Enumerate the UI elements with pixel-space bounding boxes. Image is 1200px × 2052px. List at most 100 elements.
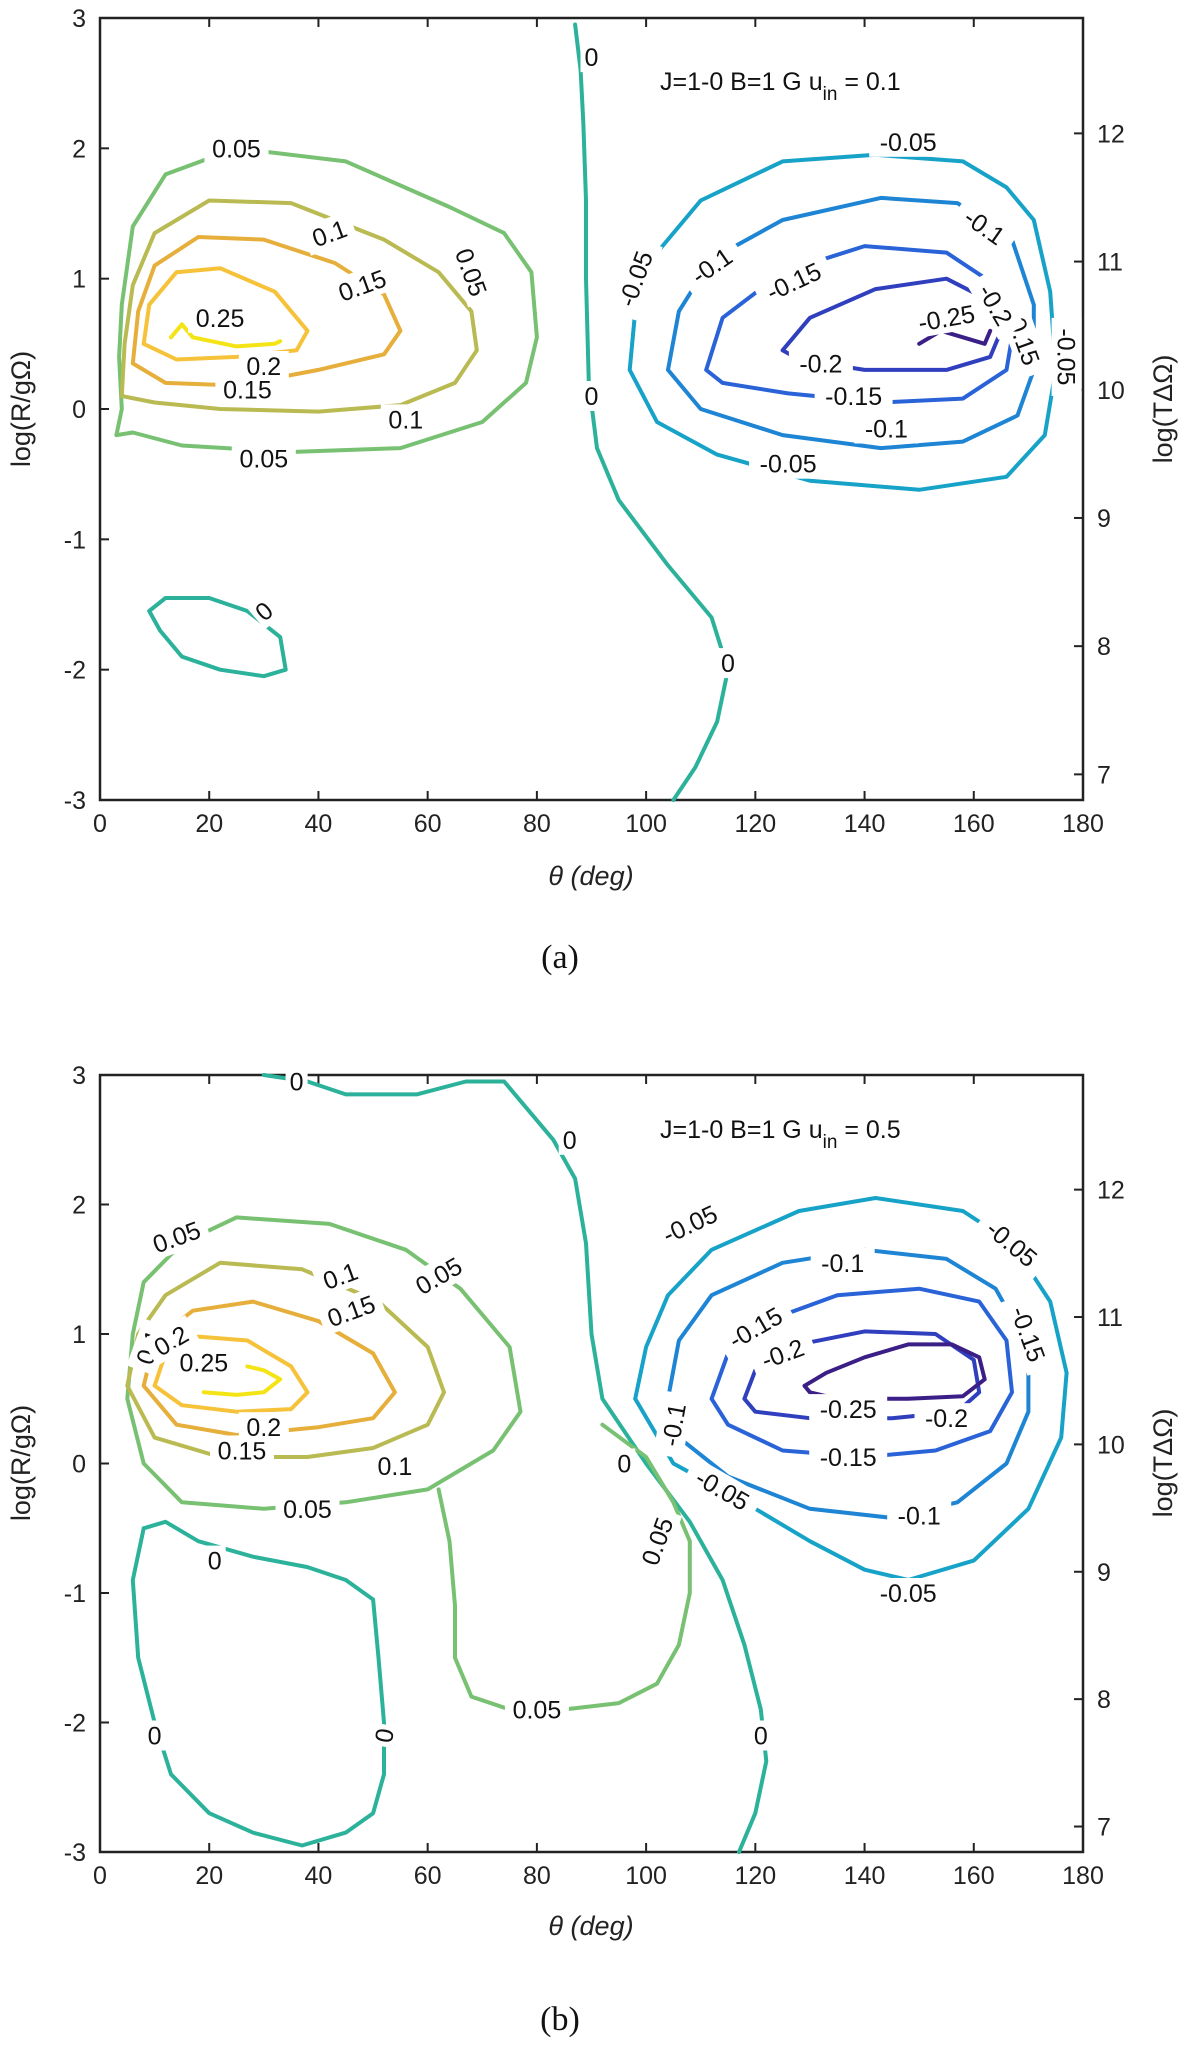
x-tick-label: 120 — [734, 1862, 776, 1890]
y-tick-left-label: -2 — [64, 657, 86, 685]
y-axis-left-label: log(R/gΩ) — [6, 351, 36, 467]
y-tick-left-label: 2 — [72, 135, 86, 163]
contour-label-text: -0.15 — [820, 1444, 877, 1472]
contour-label-text: 0.05 — [239, 446, 288, 474]
contour-label-bg — [869, 1578, 948, 1608]
contour-label: -0.05 — [1051, 317, 1082, 396]
contour-label-text: 0.15 — [324, 1290, 379, 1333]
contour-label: 0 — [580, 381, 603, 411]
contour-label-bg — [203, 1545, 226, 1576]
contour-label-bg — [369, 1451, 420, 1482]
contour-label-text: 0.05 — [636, 1514, 679, 1569]
contour-label-text: -0.25 — [820, 1396, 877, 1424]
contour-label-bg — [171, 1347, 236, 1378]
contour-label-bg — [854, 413, 919, 444]
contour-label: 0 — [558, 1124, 581, 1155]
contour-label: -0.25 — [905, 296, 988, 340]
contour-label-text: 0 — [370, 1726, 400, 1745]
contour-label-bg — [714, 1295, 797, 1360]
contour-line-0 — [573, 22, 730, 802]
contour-label: -0.15 — [751, 251, 836, 312]
contour-label-text: 0.1 — [388, 406, 423, 434]
contour-label: -0.05 — [972, 1206, 1052, 1280]
annotation-sub: in — [823, 84, 838, 105]
x-tick-label: 40 — [305, 1862, 333, 1890]
contour-label-bg — [238, 351, 289, 381]
x-tick-label: 80 — [523, 1862, 551, 1890]
y-tick-left-label: -2 — [64, 1710, 86, 1738]
x-tick-label: 160 — [953, 1862, 995, 1890]
contour-label-text: 0.2 — [246, 353, 281, 381]
contour-label: 0 — [613, 1448, 636, 1479]
y-tick-right-label: 8 — [1097, 1686, 1111, 1714]
contour-label: -0.15 — [814, 381, 893, 411]
x-tick-label: 140 — [844, 1862, 886, 1890]
contour-label: 0.25 — [171, 1347, 236, 1378]
y-tick-right-label: 7 — [1097, 761, 1111, 789]
contour-label: 0.05 — [141, 1211, 212, 1262]
contour-label: 0.05 — [275, 1493, 340, 1524]
x-tick-label: 180 — [1062, 1862, 1104, 1890]
contour-label-text: 0.15 — [223, 376, 272, 404]
contour-label: -0.05 — [869, 126, 948, 157]
x-tick-label: 20 — [195, 1862, 223, 1890]
contour-label-text: -0.1 — [865, 416, 908, 444]
y-tick-left-label: -1 — [64, 1580, 86, 1608]
contour-label-text: 0 — [754, 1723, 768, 1751]
contour-label-text: 0 — [148, 1723, 162, 1751]
y-tick-right-label: 8 — [1097, 633, 1111, 661]
contour-label-text: -0.1 — [821, 1250, 864, 1278]
tick-group: 0 20 40 60 80 100 120 140 160 180-3-2-10123789101… — [64, 1062, 1125, 1890]
contour-label-text: -0.05 — [1052, 328, 1080, 385]
contour-label: 0 — [367, 1722, 401, 1749]
y-axis-right-label: log(TΔΩ) — [1148, 355, 1178, 464]
contour-label: 0.05 — [446, 236, 497, 308]
contour-label: 0 — [143, 1720, 166, 1751]
contour-label-text: 0 — [721, 650, 735, 678]
y-tick-left-label: 0 — [72, 1451, 86, 1479]
x-tick-label: 0 — [93, 810, 107, 838]
annotation: J=1-0 B=1 G uin = 0.5 — [660, 1116, 901, 1153]
y-axis-left-label: log(R/gΩ) — [6, 1405, 36, 1521]
contour-label: 0 — [749, 1720, 772, 1751]
contour-line-0.1 — [119, 198, 479, 414]
contour-label-bg — [887, 1500, 952, 1531]
contour-label-bg — [504, 1694, 569, 1725]
contour-label-bg — [231, 443, 296, 474]
contour-label: -0.05 — [869, 1578, 948, 1608]
contour-label: -0.05 — [681, 1456, 764, 1522]
x-axis-label: θ (deg) — [548, 861, 633, 891]
contour-label-bg — [749, 448, 828, 479]
y-tick-right-label: 12 — [1097, 1177, 1125, 1205]
contour-label-text: 0.25 — [196, 305, 245, 333]
contour-label-text: 0 — [290, 1069, 304, 1097]
contour-label: 0 — [717, 648, 739, 679]
x-tick-label: 100 — [625, 1862, 667, 1890]
contour-label-bg — [788, 348, 853, 379]
x-axis-label: θ (deg) — [548, 1911, 633, 1941]
contour-label-bg — [681, 1456, 764, 1522]
tick-group: 0 20 40 60 80 100 120 140 160 180-3-2-10123789101… — [64, 5, 1125, 838]
annotation-tail: = 0.5 — [837, 1116, 900, 1144]
contour-label: -0.05 — [749, 448, 828, 479]
contour-label-bg — [141, 1211, 212, 1262]
contour-label-text: -0.05 — [880, 129, 937, 157]
contour-label-bg — [315, 1285, 387, 1336]
x-tick-label: 100 — [625, 810, 667, 838]
contour-label-bg — [446, 236, 497, 308]
panel-caption: (a) — [541, 939, 579, 976]
y-tick-right-label: 9 — [1097, 1559, 1111, 1587]
x-tick-label: 80 — [523, 810, 551, 838]
contour-label-text: 0.05 — [283, 1496, 332, 1524]
contour-label-bg — [914, 1403, 979, 1434]
contour-label: 0.1 — [380, 404, 431, 435]
contour-label-text: 0.1 — [378, 1453, 413, 1481]
contour-label: 0.05 — [504, 1694, 569, 1725]
contour-label-bg — [747, 1328, 818, 1379]
contour-label-text: 0.25 — [179, 1350, 228, 1378]
contour-label-bg — [751, 251, 836, 312]
contour-label-text: -0.15 — [825, 383, 882, 411]
y-tick-right-label: 12 — [1097, 120, 1125, 148]
contour-label-bg — [810, 1247, 875, 1278]
contour-label: 0.2 — [238, 1412, 289, 1443]
